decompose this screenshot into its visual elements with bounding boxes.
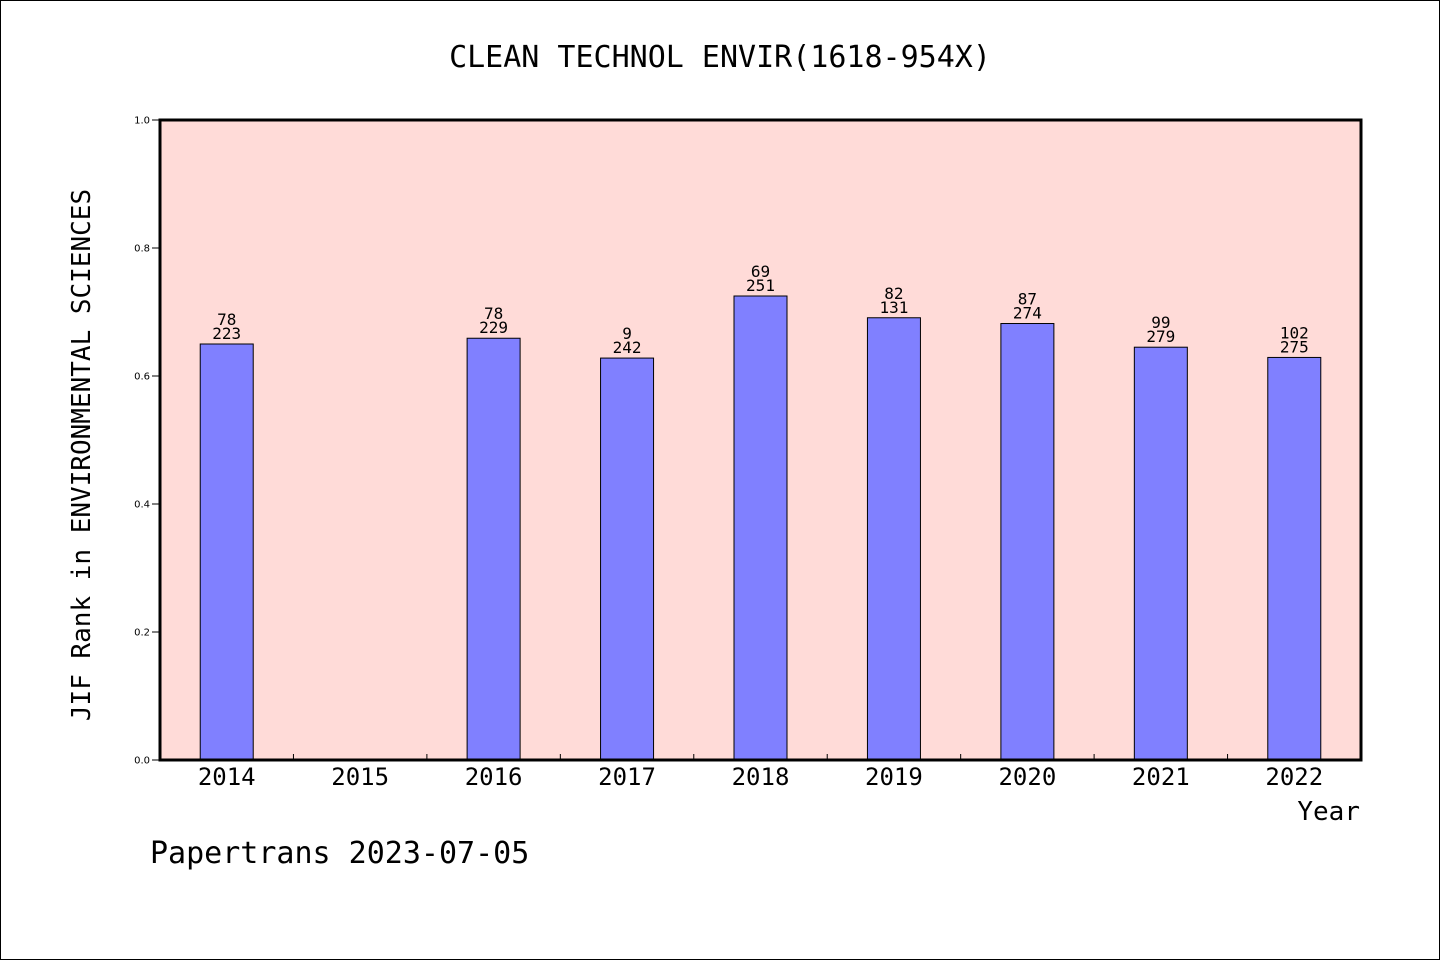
x-tick-label: 2016 — [465, 763, 523, 791]
x-tick-label: 2018 — [732, 763, 790, 791]
x-tick-label: 2017 — [598, 763, 656, 791]
bar-2021 — [1133, 346, 1188, 761]
y-tick-label: 0.4 — [134, 500, 150, 511]
data-label-top: 102 — [1280, 323, 1309, 342]
data-label-bottom: 229 — [479, 318, 508, 337]
data-label-top: 82 — [884, 284, 903, 303]
x-axis-label: Year — [1297, 797, 1360, 827]
data-label-top: 87 — [1018, 290, 1037, 309]
footer-text: Papertrans 2023-07-05 — [150, 836, 529, 871]
bar-2022 — [1267, 356, 1322, 761]
x-tick-label: 2015 — [331, 763, 389, 791]
data-label-bottom: 242 — [613, 338, 642, 357]
x-tick-label: 2020 — [998, 763, 1056, 791]
bar-2016 — [466, 337, 521, 761]
bar-2017 — [600, 357, 655, 761]
bar-2014 — [199, 343, 254, 761]
bar-2018 — [733, 295, 788, 761]
data-label-bottom: 223 — [212, 324, 241, 343]
bar-2020 — [1000, 323, 1055, 761]
y-tick-label: 0.8 — [134, 244, 150, 255]
chart-title: CLEAN TECHNOL ENVIR(1618-954X) — [449, 40, 991, 75]
x-tick-label: 2021 — [1132, 763, 1190, 791]
data-label-bottom: 279 — [1146, 327, 1175, 346]
y-tick-label: 0.6 — [134, 372, 150, 383]
data-label-top: 69 — [751, 262, 770, 281]
data-label-top: 78 — [217, 310, 236, 329]
plot-border — [158, 118, 1363, 762]
data-label-bottom: 275 — [1280, 337, 1309, 356]
data-label-bottom: 251 — [746, 276, 775, 295]
data-label-top: 99 — [1151, 313, 1170, 332]
x-tick-label: 2014 — [198, 763, 256, 791]
x-tick-label: 2019 — [865, 763, 923, 791]
data-label-bottom: 131 — [879, 298, 908, 317]
data-label-bottom: 274 — [1013, 304, 1042, 323]
data-label-top: 78 — [484, 304, 503, 323]
y-axis-label: JIF Rank in ENVIRONMENTAL SCIENCES — [67, 189, 97, 721]
data-label-top: 9 — [622, 324, 632, 343]
ticks-group: 0.0 0.2 0.4 0.6 0.8 1.0 2014 2015 2016 2017 2018 20… — [134, 116, 1323, 792]
y-tick-label: 0.0 — [134, 756, 150, 767]
bar-2019 — [866, 317, 921, 761]
y-tick-label: 1.0 — [134, 116, 150, 127]
x-tick-label: 2022 — [1265, 763, 1323, 791]
y-tick-label: 0.2 — [134, 628, 150, 639]
